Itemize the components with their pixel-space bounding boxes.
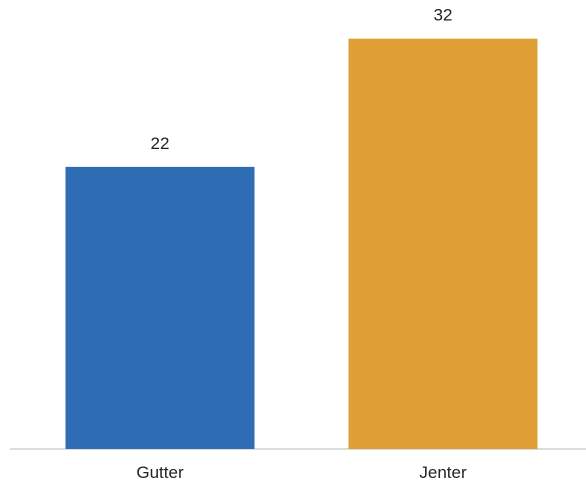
x-tick-label-gutter: Gutter <box>136 463 184 482</box>
bar-jenter <box>348 38 538 449</box>
x-tick-label-jenter: Jenter <box>419 463 467 482</box>
labels-layer: 22 Gutter 32 Jenter <box>136 6 467 482</box>
bar-gutter <box>65 166 255 449</box>
data-label-gutter: 22 <box>151 134 170 153</box>
data-label-jenter: 32 <box>434 6 453 25</box>
bars-layer <box>65 38 538 449</box>
